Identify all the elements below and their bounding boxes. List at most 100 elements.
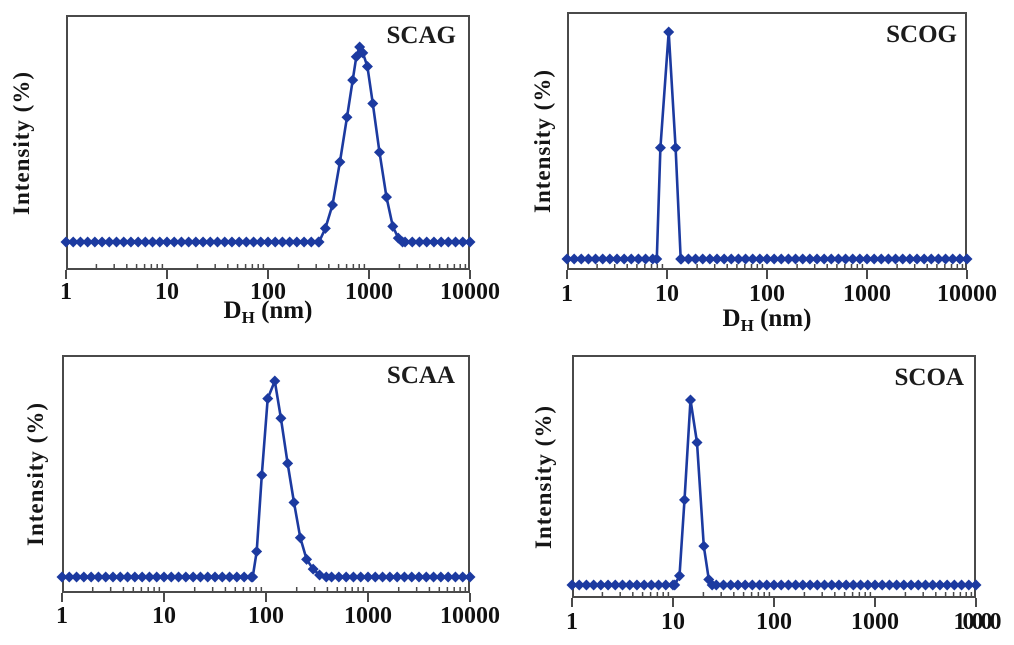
data-point-diamond [96, 236, 108, 248]
data-point-diamond [216, 571, 228, 583]
data-point-diamond [384, 571, 396, 583]
data-point-diamond [732, 253, 744, 265]
data-point-diamond [399, 236, 411, 248]
x-tick-label: 1 [566, 609, 578, 635]
x-axis-label-base: D [223, 297, 242, 324]
panel-title-scog: SCOG [886, 21, 957, 48]
data-point-diamond [103, 236, 115, 248]
data-point-diamond [212, 236, 223, 248]
x-axis-label-subscript: H [740, 316, 754, 335]
data-point-diamond [669, 579, 681, 591]
data-point-diamond [582, 253, 594, 265]
data-point-diamond [406, 571, 418, 583]
y-axis-label-scog: Intensity (%) [530, 69, 555, 213]
data-point-diamond [209, 571, 221, 583]
data-point-diamond [625, 253, 637, 265]
x-tick-label: 10000 [953, 609, 1002, 635]
x-tick-label: 10 [655, 281, 679, 307]
data-point-diamond [421, 236, 433, 248]
data-point-diamond [136, 571, 148, 583]
y-axis-label-scoa: Intensity (%) [531, 404, 556, 549]
data-point-diamond [811, 253, 823, 265]
data-point-diamond [782, 253, 794, 265]
data-point-diamond [761, 253, 773, 265]
data-point-diamond [369, 571, 381, 583]
data-point-diamond [154, 236, 166, 248]
data-point-diamond [334, 156, 346, 168]
data-point-diamond [941, 579, 953, 591]
data-point-diamond [890, 253, 902, 265]
x-tick-label: 1000 [843, 281, 891, 307]
data-point-diamond [875, 253, 887, 265]
data-point-diamond [640, 253, 652, 265]
data-point-diamond [832, 253, 844, 265]
data-point-diamond [684, 394, 696, 406]
x-tick-label: 10000 [440, 603, 500, 629]
data-point-diamond [387, 220, 399, 232]
data-point-diamond [797, 253, 809, 265]
data-point-diamond [175, 236, 187, 248]
x-tick-label: 1000 [851, 609, 899, 635]
data-point-diamond [288, 497, 300, 509]
data-point-diamond [932, 253, 944, 265]
data-point-diamond [934, 579, 946, 591]
data-point-diamond [129, 571, 141, 583]
data-point-diamond [301, 553, 313, 565]
data-point-diamond [704, 253, 716, 265]
data-point-diamond [624, 579, 636, 591]
data-point-diamond [825, 253, 837, 265]
data-point-diamond [457, 236, 469, 248]
data-point-diamond [204, 236, 216, 248]
x-axis-label-subscript: H [241, 308, 255, 327]
data-point-diamond [575, 253, 587, 265]
x-tick-label: 10 [155, 279, 179, 305]
data-point-diamond [457, 571, 469, 583]
data-point-diamond [256, 469, 268, 481]
data-point-diamond [56, 571, 68, 583]
data-point-diamond [631, 579, 643, 591]
data-point-diamond [651, 253, 663, 265]
x-axis-label-scog: DH (nm) [723, 306, 812, 339]
data-point-diamond [442, 571, 454, 583]
data-point-diamond [690, 253, 702, 265]
data-point-diamond [326, 199, 338, 211]
scog-chart-canvas [561, 12, 973, 279]
data-point-diamond [847, 579, 859, 591]
data-point-diamond [125, 236, 137, 248]
data-point-diamond [609, 579, 621, 591]
data-point-diamond [231, 571, 243, 583]
data-point-diamond [114, 571, 126, 583]
data-point-diamond [305, 236, 317, 248]
x-tick-label: 1 [60, 279, 72, 305]
data-point-diamond [602, 579, 614, 591]
data-point-diamond [790, 253, 802, 265]
data-point-diamond [442, 236, 454, 248]
data-point-diamond [326, 571, 338, 583]
data-point-diamond [747, 253, 759, 265]
panel-scog: SCOG Intensity (%) 1 10 100 1000 10000 DH (n… [530, 12, 997, 335]
data-point-diamond [725, 579, 737, 591]
data-point-diamond [861, 253, 873, 265]
data-point-diamond [682, 253, 694, 265]
x-axis-label-units: (nm) [254, 297, 313, 324]
data-point-diamond [768, 253, 780, 265]
data-point-diamond [276, 236, 288, 248]
data-point-diamond [847, 253, 859, 265]
data-point-diamond [340, 571, 352, 583]
y-axis-label-scaa: Intensity (%) [23, 402, 48, 546]
data-point-diamond [85, 571, 97, 583]
data-point-diamond [100, 571, 112, 583]
x-axis-label-scag: DH (nm) [224, 298, 313, 331]
data-point-diamond [947, 253, 959, 265]
data-point-diamond [818, 253, 830, 265]
data-point-diamond [674, 570, 686, 582]
data-point-diamond [588, 579, 600, 591]
data-point-diamond [804, 253, 816, 265]
data-point-diamond [173, 571, 185, 583]
data-point-diamond [754, 579, 766, 591]
data-point-diamond [920, 579, 931, 591]
data-point-diamond [855, 579, 867, 591]
data-point-diamond [645, 579, 657, 591]
panel-scoa: SCOA Intensity (%) 1 10 100 1000 10000 [531, 355, 1002, 635]
